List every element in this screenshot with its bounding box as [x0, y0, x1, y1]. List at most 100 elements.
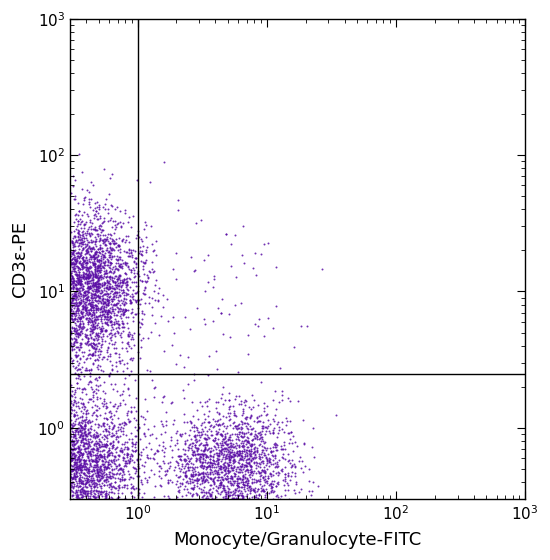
Point: [82, 258, 91, 267]
Point: [80, 275, 89, 284]
Point: [89, 242, 97, 251]
Point: [76, 279, 85, 288]
Point: [92, 282, 101, 291]
Point: [77, 274, 86, 283]
Point: [87, 305, 96, 314]
Point: [75, 322, 84, 331]
Point: [109, 320, 118, 329]
Point: [273, 480, 282, 489]
Point: [75, 432, 84, 441]
Point: [123, 251, 132, 260]
Point: [66, 259, 75, 268]
Point: [108, 319, 117, 328]
Point: [70, 255, 79, 264]
Point: [73, 352, 81, 361]
Point: [78, 305, 87, 314]
Point: [98, 300, 107, 309]
Point: [90, 479, 99, 488]
Point: [97, 334, 106, 343]
Point: [74, 494, 82, 503]
Point: [91, 226, 100, 235]
Point: [80, 289, 89, 298]
Point: [120, 260, 129, 269]
Point: [111, 217, 120, 226]
Point: [80, 347, 89, 356]
Point: [91, 381, 100, 390]
Point: [96, 442, 104, 451]
Point: [73, 303, 81, 312]
Point: [80, 256, 89, 265]
Point: [172, 359, 180, 368]
Point: [83, 287, 92, 296]
Point: [222, 230, 231, 239]
Point: [235, 447, 244, 456]
Point: [83, 283, 92, 292]
Point: [85, 228, 94, 237]
Point: [91, 456, 100, 465]
Point: [72, 424, 81, 433]
Point: [119, 291, 128, 300]
Point: [79, 449, 87, 458]
Point: [251, 442, 260, 451]
Point: [273, 457, 282, 466]
Point: [229, 489, 238, 498]
Point: [205, 467, 214, 476]
Point: [93, 393, 102, 402]
Point: [246, 412, 255, 421]
Point: [102, 472, 111, 481]
Point: [81, 459, 90, 468]
Point: [103, 451, 112, 460]
Point: [297, 484, 306, 493]
Point: [69, 315, 78, 324]
Point: [138, 307, 146, 316]
Point: [118, 235, 127, 244]
Point: [221, 493, 229, 502]
Point: [258, 459, 267, 468]
Point: [67, 431, 75, 440]
Point: [190, 447, 199, 456]
Point: [84, 284, 93, 293]
Point: [162, 416, 170, 425]
Point: [78, 258, 87, 267]
Point: [120, 257, 129, 266]
Point: [128, 307, 136, 316]
Point: [115, 469, 124, 478]
Point: [212, 486, 221, 495]
Point: [256, 484, 265, 493]
Point: [70, 327, 79, 336]
Point: [86, 203, 95, 212]
Point: [111, 239, 119, 248]
Point: [75, 259, 84, 268]
Point: [72, 284, 81, 293]
Point: [200, 473, 208, 482]
Point: [136, 477, 145, 486]
Point: [80, 288, 89, 297]
Point: [234, 482, 243, 491]
Point: [113, 433, 122, 442]
Point: [99, 264, 108, 273]
Point: [181, 469, 190, 478]
Point: [89, 306, 97, 315]
Point: [135, 449, 144, 458]
Point: [70, 260, 79, 269]
Point: [256, 475, 265, 484]
Point: [95, 283, 103, 292]
Point: [106, 333, 115, 342]
Point: [108, 222, 117, 231]
Point: [186, 417, 195, 426]
Point: [82, 314, 91, 323]
Point: [94, 457, 102, 466]
Point: [148, 376, 157, 385]
Point: [80, 492, 89, 501]
Point: [249, 455, 258, 464]
Point: [74, 420, 82, 429]
Point: [241, 461, 250, 470]
Point: [77, 472, 86, 481]
Point: [264, 422, 273, 431]
Point: [100, 253, 108, 262]
Point: [91, 485, 100, 494]
Point: [117, 447, 126, 456]
Point: [90, 247, 99, 256]
Point: [140, 298, 149, 307]
Point: [97, 235, 106, 244]
